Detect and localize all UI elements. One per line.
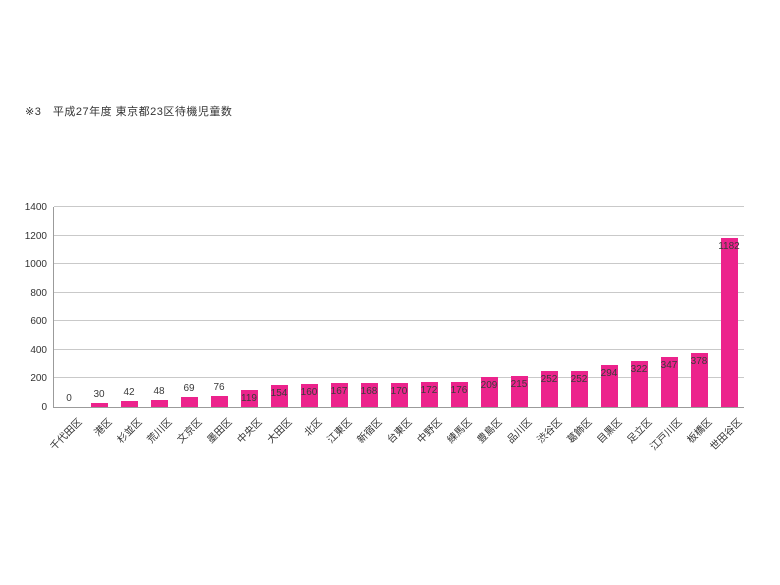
x-tick-label: 練馬区 (445, 416, 475, 446)
plot-area: 0 30 42 48 69 76 119 154 160 167 168 170 172 176 209 21… (53, 206, 744, 408)
chart-title: ※3 平成27年度 東京都23区待機児童数 (25, 106, 233, 118)
bar (450, 381, 468, 407)
bar-value-label: 42 (123, 387, 135, 398)
bar (120, 401, 138, 407)
bar (510, 376, 528, 407)
bar-value-label: 252 (570, 374, 588, 385)
y-tick-label: 1200 (24, 230, 47, 242)
y-axis: 0 200 400 600 800 1000 1200 1400 (0, 202, 47, 417)
x-tick-label: 墨田区 (205, 416, 235, 446)
x-tick-label: 世田谷区 (708, 416, 745, 453)
bar (360, 383, 378, 407)
gridline (54, 291, 744, 293)
gridline (54, 377, 744, 379)
x-tick-label: 目黒区 (595, 416, 625, 446)
x-tick-label: 杉並区 (115, 416, 145, 446)
x-tick-label: 渋谷区 (535, 416, 565, 446)
bar (150, 400, 168, 407)
x-tick-label: 荒川区 (145, 416, 175, 446)
y-tick-label: 800 (30, 287, 47, 299)
bar-value-label: 170 (390, 385, 408, 397)
bar-value-label: 160 (300, 387, 318, 399)
x-tick-label: 大田区 (265, 416, 295, 446)
gridline (54, 348, 744, 350)
gridline (54, 263, 744, 265)
bar-value-label: 322 (630, 364, 648, 375)
bar (600, 365, 618, 407)
x-axis: 千代田区 港区 杉並区 荒川区 文京区 墨田区 中央区 大田区 北区 江東区 新宿区 台東区 中野区 練馬… (49, 408, 745, 488)
bar-value-label: 172 (420, 385, 438, 397)
x-tick-label: 江戸川区 (648, 416, 685, 453)
bar-value-label: 252 (540, 374, 558, 385)
bar (180, 397, 198, 407)
bar-value-label: 154 (270, 388, 288, 399)
x-tick-label: 江東区 (325, 416, 355, 446)
x-tick-label: 港区 (92, 416, 115, 439)
bar-value-label: 30 (93, 388, 105, 400)
bar (570, 371, 588, 407)
x-tick-label: 新宿区 (355, 416, 385, 446)
x-tick-label: 豊島区 (475, 416, 505, 446)
bar (660, 357, 678, 407)
x-tick-label: 北区 (302, 416, 325, 439)
bar-value-label: 378 (690, 356, 708, 367)
bar (210, 396, 228, 407)
bar (690, 353, 708, 407)
bar (390, 382, 408, 407)
bar-value-label: 347 (660, 360, 678, 372)
x-tick-label: 品川区 (505, 416, 535, 446)
bar (240, 390, 258, 407)
x-tick-label: 葛飾区 (565, 416, 595, 446)
gridline (54, 234, 744, 236)
y-tick-label: 200 (30, 373, 47, 385)
bar-value-label: 119 (241, 393, 257, 404)
x-tick-label: 文京区 (175, 416, 205, 446)
bar (420, 382, 438, 407)
bar-value-label: 168 (360, 386, 378, 397)
bar (300, 384, 318, 407)
bar-value-label: 215 (510, 379, 528, 391)
y-tick-label: 1000 (24, 259, 47, 271)
y-tick-label: 400 (30, 344, 47, 356)
gridline (54, 206, 744, 207)
bar (90, 402, 108, 407)
x-tick-label: 千代田区 (48, 416, 85, 453)
bar (270, 385, 288, 407)
bar-value-label: 1182 (718, 241, 740, 253)
x-tick-label: 台東区 (385, 416, 415, 446)
bar-value-label: 0 (66, 393, 72, 404)
bar (540, 371, 558, 407)
bar (720, 238, 738, 407)
y-tick-label: 0 (41, 402, 47, 413)
gridline (54, 320, 744, 322)
bar-value-label: 176 (450, 384, 468, 396)
bar-value-label: 209 (480, 380, 498, 392)
bar (630, 361, 648, 407)
x-tick-label: 中野区 (415, 416, 445, 446)
bar (330, 383, 348, 407)
x-tick-label: 中央区 (235, 416, 265, 446)
bar-value-label: 69 (183, 383, 195, 395)
bar-value-label: 76 (213, 382, 225, 394)
y-tick-label: 600 (30, 316, 47, 328)
y-tick-label: 1400 (24, 202, 47, 213)
bar-value-label: 294 (600, 368, 618, 379)
bar-value-label: 48 (153, 386, 165, 398)
bar-value-label: 167 (330, 386, 348, 398)
bar (480, 377, 498, 407)
